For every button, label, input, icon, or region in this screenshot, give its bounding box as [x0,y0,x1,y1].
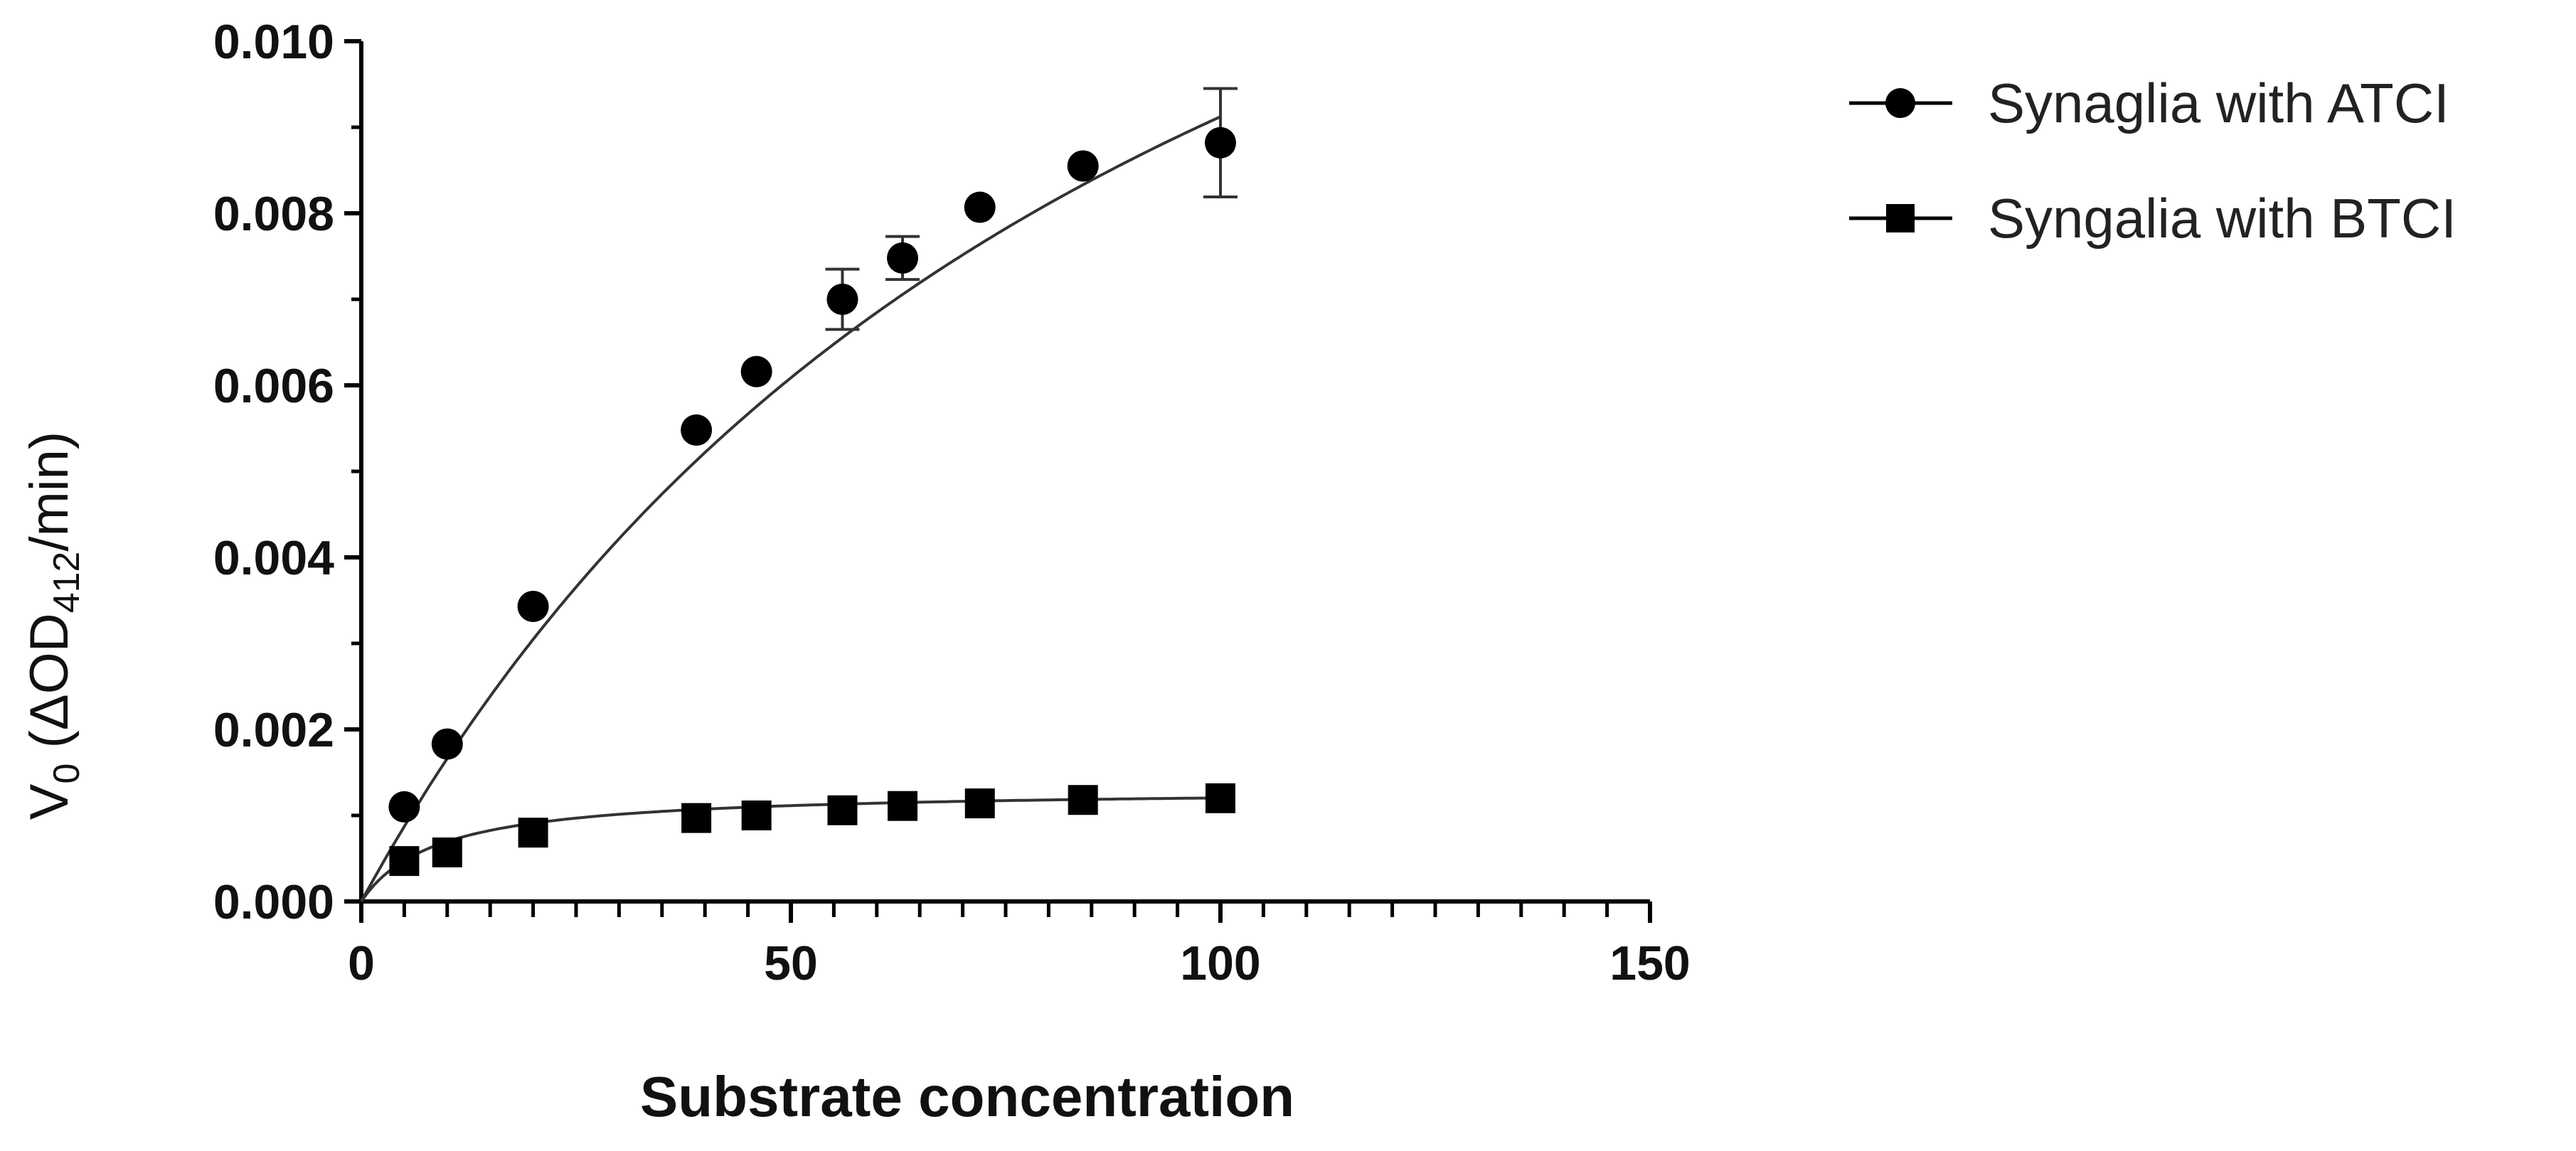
legend-label-btci: Syngalia with BTCI [1988,187,2457,250]
y-tick-label: 0.000 [213,875,334,929]
y-axis-title-main: V [19,783,80,820]
y-tick-label: 0.004 [213,531,334,585]
data-point-square [681,803,712,833]
fit-curves [360,115,1221,903]
x-tick-label: 0 [348,936,375,990]
error-bars [825,87,1238,331]
data-point-circle [681,414,713,446]
y-tick-label: 0.008 [213,187,334,241]
y-axis-title-subscript-0: 0 [46,764,87,784]
y-axis-title-subscript-412: 412 [46,552,87,614]
data-point-square [964,788,995,819]
fit-curve-series-0 [360,115,1221,902]
data-point-circle [740,355,772,387]
y-axis-title-close: /min) [19,432,80,552]
data-point-circle [1205,127,1236,159]
data-point-square [432,837,462,868]
legend-marker-circle [1885,88,1915,118]
data-point-circle [826,284,858,315]
data-point-circle [388,791,420,823]
data-point-circle [1067,150,1099,182]
y-axis-title: V0 (ΔOD412/min) [19,432,87,820]
data-point-square [1205,783,1235,813]
data-point-circle [964,191,996,223]
data-point-circle [887,242,919,274]
data-point-circle [517,590,549,622]
y-tick-label: 0.006 [213,359,334,413]
data-point-square [827,795,858,825]
legend: Synaglia with ATCI Syngalia with BTCI [1849,72,2457,250]
legend-marker-square [1886,204,1915,232]
x-tick-label: 150 [1609,936,1690,990]
legend-item-atci: Synaglia with ATCI [1849,72,2449,134]
y-tick-label: 0.010 [213,15,334,69]
data-point-square [888,791,918,821]
y-axis-title-open: (ΔOD [19,613,80,763]
x-axis-title: Substrate concentration [640,1065,1294,1128]
data-point-circle [431,728,463,760]
x-tick-label: 50 [764,936,818,990]
legend-item-btci: Syngalia with BTCI [1849,187,2457,250]
data-point-square [1068,785,1098,815]
data-point-square [518,818,548,848]
data-point-square [389,846,420,877]
data-point-square [741,801,772,830]
y-tick-label: 0.002 [213,703,334,757]
legend-label-atci: Synaglia with ATCI [1988,72,2449,134]
axes: 0.000 0.002 0.004 0.006 0.008 0.010 0 50 100 150 [213,15,1691,990]
data-points [388,127,1236,877]
x-tick-label: 100 [1180,936,1260,990]
